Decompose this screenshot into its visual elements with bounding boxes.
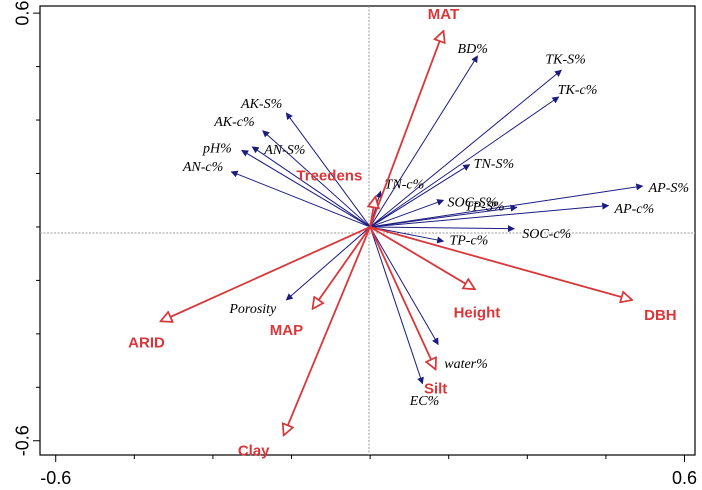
response-label-bd-pct: BD% — [458, 42, 488, 57]
explanatory-arrow-height — [369, 226, 475, 289]
response-vectors: AK-S% AK-c% AN-S% pH% AN-c% BD% TK-S% TK-c% TN-S… — [182, 42, 689, 409]
response-arrow-porosity — [285, 226, 371, 301]
response-arrow-tk-c-pct — [369, 96, 560, 228]
response-label-soc-c-pct: SOC-c% — [522, 227, 571, 242]
response-label-tk-s-pct: TK-S% — [545, 52, 585, 67]
response-label-ph-pct: pH% — [202, 142, 232, 157]
response-label-an-s-pct: AN-S% — [263, 143, 305, 158]
response-arrow-tk-s-pct — [369, 69, 562, 228]
y-tick-label: -0.6 — [13, 425, 33, 456]
x-tick-label: 0.6 — [672, 468, 697, 488]
explanatory-label-map: MAP — [270, 322, 303, 339]
explanatory-arrow-map — [312, 226, 371, 309]
explanatory-label-dbh: DBH — [644, 307, 677, 324]
response-label-tp-c-pct: TP-c% — [449, 233, 488, 248]
response-label-ak-c-pct: AK-c% — [213, 115, 254, 130]
response-arrow-ap-s-pct — [370, 183, 644, 228]
response-arrow-ak-c-pct — [262, 130, 371, 228]
explanatory-arrow-treedens — [370, 197, 375, 228]
response-arrow-ak-s-pct — [285, 112, 371, 228]
explanatory-arrow-dbh — [369, 226, 632, 300]
response-label-ec-pct: EC% — [409, 394, 440, 409]
response-arrow-soc-c-pct — [370, 225, 515, 233]
response-arrow-an-c-pct — [230, 170, 371, 228]
explanatory-vectors: MAT Treedens Height DBH ARID MAP Silt Clay — [128, 6, 676, 459]
x-tick-label: -0.6 — [40, 468, 71, 488]
response-arrow-bd-pct — [369, 55, 478, 228]
explanatory-arrow-clay — [284, 226, 371, 435]
response-arrow-tp-s-pct — [370, 204, 518, 228]
response-label-ap-c-pct: AP-c% — [614, 202, 655, 217]
explanatory-label-treedens: Treedens — [296, 168, 362, 185]
response-arrow-water-pct — [369, 226, 439, 346]
explanatory-label-arid: ARID — [128, 334, 165, 351]
response-label-tn-s-pct: TN-S% — [474, 157, 514, 172]
explanatory-arrow-silt — [369, 226, 436, 370]
response-label-an-c-pct: AN-c% — [182, 160, 223, 175]
response-label-ak-s-pct: AK-S% — [240, 97, 282, 112]
response-arrow-ap-c-pct — [370, 202, 610, 228]
explanatory-label-silt: Silt — [424, 380, 447, 397]
explanatory-label-height: Height — [454, 304, 501, 321]
plot-frame — [39, 5, 696, 456]
explanatory-arrow-arid — [161, 226, 371, 321]
response-arrow-tp-c-pct — [370, 226, 445, 244]
response-arrow-an-s-pct — [251, 146, 371, 228]
response-label-tp-s-pct: TP-S% — [465, 200, 505, 215]
response-label-tn-c-pct: TN-c% — [385, 178, 425, 193]
explanatory-label-mat: MAT — [428, 6, 459, 23]
response-label-porosity: Porosity — [228, 302, 277, 317]
response-arrow-soc-s-pct — [369, 199, 445, 228]
response-arrow-tn-s-pct — [369, 164, 471, 228]
response-arrow-ph-pct — [241, 149, 371, 228]
response-label-ap-s-pct: AP-S% — [648, 181, 689, 196]
response-arrow-ec-pct — [369, 226, 424, 385]
explanatory-label-clay: Clay — [238, 442, 270, 459]
response-label-tk-c-pct: TK-c% — [558, 83, 598, 98]
response-label-water-pct: water% — [444, 357, 488, 372]
y-tick-label: 0.6 — [13, 1, 33, 26]
explanatory-arrow-mat — [369, 31, 443, 228]
axes: -0.6 0.6 0.6 -0.6 — [13, 1, 697, 488]
response-label-soc-s-pct: SOC-S% — [447, 195, 497, 210]
